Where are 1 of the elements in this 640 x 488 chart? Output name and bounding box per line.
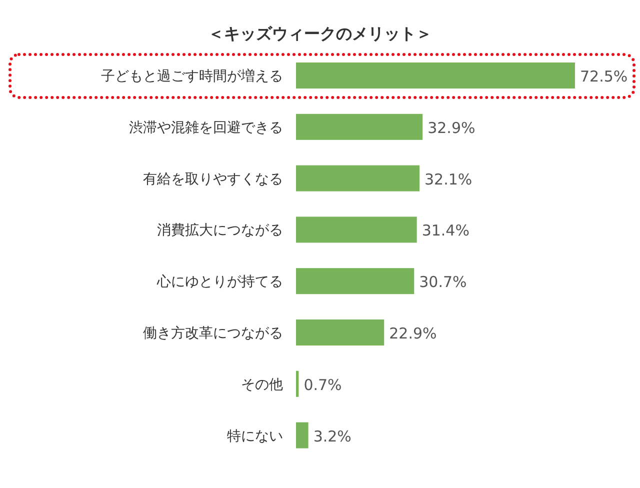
title: ＜キッズウィークのメリット＞ xyxy=(208,24,432,43)
